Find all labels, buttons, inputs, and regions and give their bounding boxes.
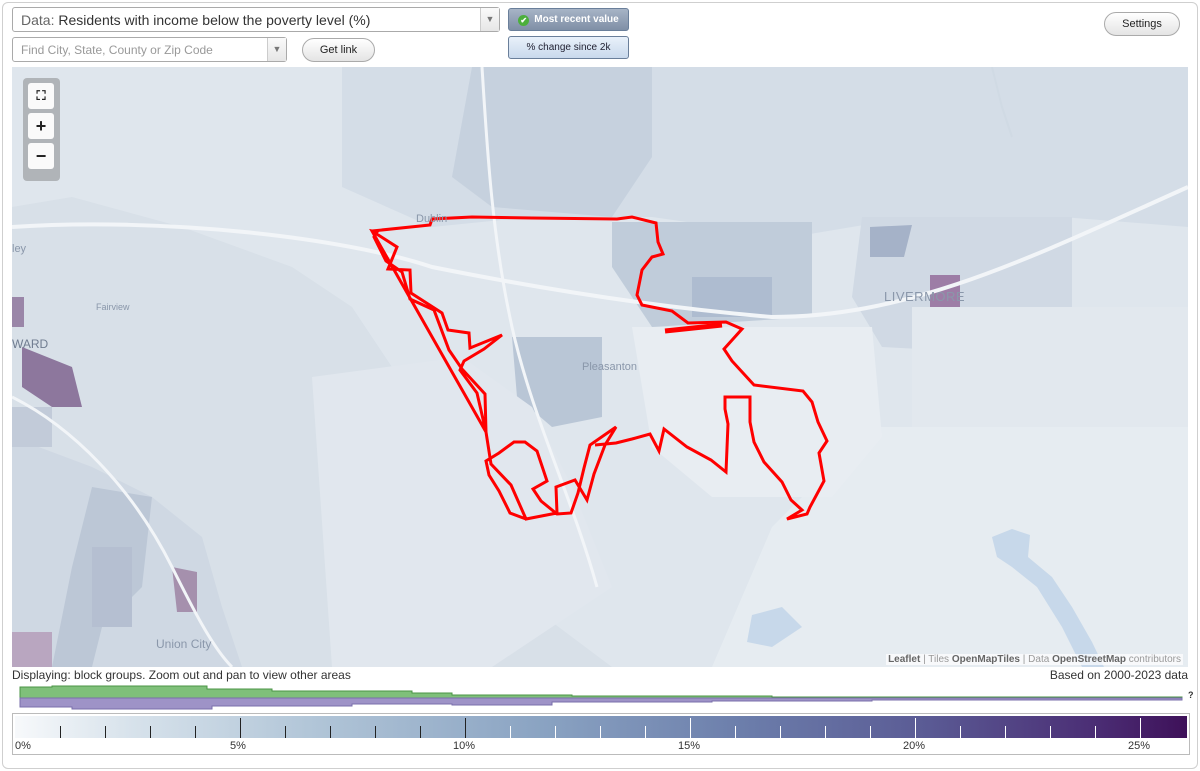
legend-color-ramp xyxy=(15,716,1187,738)
color-legend: 0% 5% 10% 15% 20% 25% xyxy=(12,713,1190,755)
place-label-valley: ley xyxy=(12,243,27,255)
legend-major-tick xyxy=(240,718,241,738)
pct-change-toggle[interactable]: % change since 2k xyxy=(508,36,629,59)
legend-minor-tick xyxy=(1005,726,1006,738)
place-label-fairview: Fairview xyxy=(96,302,130,312)
openmaptiles-link[interactable]: OpenMapTiles xyxy=(951,654,1020,665)
leaflet-link[interactable]: Leaflet xyxy=(888,654,921,665)
place-label-union-city: Union City xyxy=(156,637,212,651)
zoom-in-button[interactable]: + xyxy=(28,113,54,139)
legend-label: 0% xyxy=(15,740,31,752)
legend-minor-tick xyxy=(870,726,871,738)
legend-minor-tick xyxy=(150,726,151,738)
distribution-histogram xyxy=(19,685,1183,710)
place-label-livermore: LIVERMORE xyxy=(884,289,966,304)
legend-minor-tick xyxy=(1095,726,1096,738)
legend-label: 10% xyxy=(453,740,476,752)
legend-label: 20% xyxy=(903,740,926,752)
most-recent-value-toggle[interactable]: ✔ Most recent value xyxy=(508,8,629,31)
place-label-dublin: Dublin xyxy=(416,213,448,225)
search-input[interactable] xyxy=(13,38,263,61)
contributors-text: contributors xyxy=(1128,654,1181,665)
legend-major-tick xyxy=(465,718,466,738)
legend-major-tick xyxy=(915,718,916,738)
data-range-note: Based on 2000-2023 data xyxy=(1049,668,1188,682)
data-prefix: Data xyxy=(1028,654,1050,665)
legend-minor-tick xyxy=(105,726,106,738)
data-select[interactable]: Data: Residents with income below the po… xyxy=(12,7,500,32)
legend-minor-tick xyxy=(735,726,736,738)
legend-label: 5% xyxy=(230,740,246,752)
legend-minor-tick xyxy=(285,726,286,738)
zoom-controls: ⛶ + − xyxy=(23,78,60,181)
data-select-prefix: Data: xyxy=(21,12,55,28)
tiles-prefix: Tiles xyxy=(928,654,950,665)
place-label-hayward: WARD xyxy=(12,337,49,351)
service-area-boundary xyxy=(369,215,829,521)
legend-minor-tick xyxy=(60,726,61,738)
legend-label: 15% xyxy=(678,740,701,752)
legend-minor-tick xyxy=(1050,726,1051,738)
legend-major-tick xyxy=(1140,718,1141,738)
legend-minor-tick xyxy=(195,726,196,738)
unknown-value-marker: ? xyxy=(1188,690,1194,700)
fullscreen-icon[interactable]: ⛶ xyxy=(28,83,54,109)
get-link-button[interactable]: Get link xyxy=(302,38,375,62)
zoom-out-button[interactable]: − xyxy=(28,143,54,169)
legend-minor-tick xyxy=(555,726,556,738)
most-recent-label: Most recent value xyxy=(534,14,619,25)
legend-minor-tick xyxy=(645,726,646,738)
data-select-value: Residents with income below the poverty … xyxy=(58,12,371,28)
legend-minor-tick xyxy=(420,726,421,738)
legend-minor-tick xyxy=(780,726,781,738)
chevron-down-icon[interactable]: ▼ xyxy=(480,8,499,31)
legend-minor-tick xyxy=(510,726,511,738)
legend-minor-tick xyxy=(375,726,376,738)
legend-minor-tick xyxy=(825,726,826,738)
legend-label: 25% xyxy=(1128,740,1151,752)
legend-minor-tick xyxy=(600,726,601,738)
chevron-down-icon[interactable]: ▼ xyxy=(267,38,286,61)
displaying-note: Displaying: block groups. Zoom out and p… xyxy=(12,668,351,682)
check-icon: ✔ xyxy=(518,15,530,26)
map-view[interactable]: Dublin Pleasanton LIVERMORE Fairview WAR… xyxy=(12,67,1188,667)
map-attribution: Leaflet | Tiles OpenMapTiles | Data Open… xyxy=(886,654,1183,665)
location-search[interactable]: ▼ xyxy=(12,37,287,62)
legend-minor-tick xyxy=(330,726,331,738)
legend-major-tick xyxy=(690,718,691,738)
legend-minor-tick xyxy=(960,726,961,738)
osm-link[interactable]: OpenStreetMap xyxy=(1052,654,1126,665)
settings-button[interactable]: Settings xyxy=(1104,12,1180,36)
place-label-pleasanton: Pleasanton xyxy=(582,361,638,373)
